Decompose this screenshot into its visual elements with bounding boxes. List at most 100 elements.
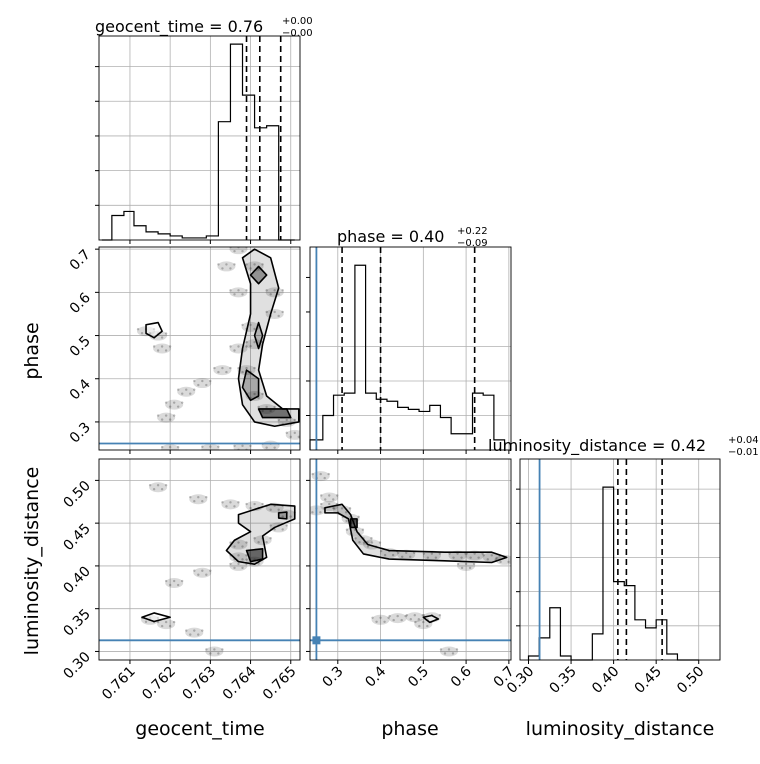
xtick-geocent-time-label-0: 0.761 (99, 664, 139, 704)
density-ld-vs-phase-dot-6-4 (378, 541, 382, 544)
density-ld-vs-geocent-dot-11-4 (180, 579, 184, 583)
density-ld-vs-phase-dot-1-0 (320, 502, 323, 506)
density-ld-vs-phase-dot-10-0 (448, 552, 451, 555)
density-ld-vs-phase-dot-6-2 (370, 541, 374, 544)
density-phase-vs-geocent-dot-18-3 (297, 435, 300, 439)
title-phase: phase = 0.40 +0.22 −0.09 (337, 226, 488, 249)
density-ld-vs-geocent-dot-4-1 (269, 508, 272, 511)
density-phase-vs-geocent-dot-11-3 (277, 293, 280, 296)
density-phase-vs-geocent-dot-7-1 (233, 293, 236, 296)
density-ld-vs-phase-dot-15-1 (392, 618, 395, 622)
density-ld-vs-geocent-dot-16-2 (193, 629, 196, 632)
density-phase-vs-geocent-dot-16-4 (273, 405, 276, 409)
density-ld-vs-geocent-dot-11-1 (168, 583, 172, 587)
density-ld-vs-phase-dot-11-3 (477, 556, 480, 559)
density-ld-vs-phase-blob-12 (482, 552, 501, 563)
density-ld-vs-phase-dot-13-4 (511, 557, 513, 559)
contour-phase-bottom (257, 408, 292, 419)
density-ld-vs-geocent-blob-15 (157, 619, 176, 630)
density-ld-vs-phase-dot-15-4 (404, 614, 407, 618)
svg-text:phase = 0.40: phase = 0.40 (337, 227, 444, 246)
density-phase-vs-geocent-dot-2-2 (185, 388, 188, 391)
contour-ld-geo-core (245, 548, 264, 563)
density-ld-vs-phase-dot-16-4 (421, 614, 424, 617)
density-ld-vs-phase-dot-13-1 (499, 560, 502, 564)
density-ld-vs-geocent-dot-2-1 (225, 505, 228, 508)
density-ld-vs-phase-dot-7-1 (383, 553, 387, 557)
density-ld-vs-geocent-dot-16-0 (185, 629, 188, 632)
xtick-ld-label-4: 0.50 (674, 664, 707, 697)
density-ld-vs-geocent-dot-3-1 (249, 506, 252, 510)
density-ld-vs-phase-dot-21-3 (451, 652, 455, 655)
hist-luminosity-distance-frame (519, 458, 721, 661)
density-phase-vs-geocent-dot-2-4 (193, 388, 196, 391)
density-ld-vs-phase-dot-19-2 (328, 494, 331, 497)
density-phase-vs-geocent-dot-21-2 (209, 445, 212, 448)
density-phase-vs-geocent-dot-4-2 (221, 366, 224, 370)
density-ld-vs-phase-dot-7-0 (379, 549, 383, 553)
density-ld-vs-phase-dot-18-0 (311, 472, 314, 476)
density-phase-vs-geocent-dot-6-0 (241, 323, 244, 327)
density-phase-vs-geocent-dot-18-2 (293, 431, 296, 435)
density-phase-vs-geocent-dot-3-2 (201, 379, 204, 383)
density-phase-vs-geocent-blob-1 (165, 399, 184, 410)
density-ld-vs-phase-dot-11-4 (481, 552, 484, 555)
density-ld-vs-geocent-dot-0-2 (156, 484, 160, 487)
density-phase-vs-geocent-dot-5-2 (237, 345, 240, 348)
density-ld-vs-geocent-dot-0-3 (160, 488, 164, 491)
density-phase-vs-geocent-dot-3-1 (197, 383, 200, 387)
density-phase-vs-geocent-dot-8-4 (233, 263, 236, 266)
density-phase-vs-geocent-dot-17-0 (277, 418, 280, 422)
contour-phase-outer (237, 248, 300, 428)
density-ld-vs-phase-dot-14-4 (387, 616, 390, 619)
density-ld-vs-geocent-dot-7-3 (265, 541, 268, 544)
contour-phase-low (241, 369, 260, 402)
density-ld-vs-phase-dot-15-2 (396, 614, 399, 618)
density-ld-vs-phase-dot-0-3 (319, 511, 322, 514)
density-phase-vs-geocent-dot-5-0 (229, 345, 232, 348)
density-phase-vs-geocent-dot-15-4 (261, 392, 264, 396)
density-ld-vs-phase-dot-20-0 (414, 620, 417, 624)
density-phase-vs-geocent-dot-8-1 (221, 267, 224, 270)
density-ld-vs-phase-dot-11-2 (473, 552, 476, 555)
density-ld-vs-phase-dot-12-2 (490, 554, 493, 557)
density-ld-vs-geocent-dot-17-0 (205, 648, 208, 651)
contour-ld-geo-left (141, 612, 171, 623)
density-ld-vs-phase-dot-13-0 (495, 556, 498, 560)
density-phase-vs-geocent-blob-10 (245, 261, 264, 272)
density-ld-vs-phase-dot-16-0 (405, 614, 408, 617)
title-luminosity-distance: luminosity_distance = 0.42 +0.04 −0.01 (488, 435, 759, 458)
density-ld-vs-geocent-dot-14-1 (144, 620, 148, 623)
density-ld-vs-geocent-blob-6 (269, 522, 288, 533)
xlabel-geocent-time: geocent_time (135, 718, 264, 740)
density-ld-vs-phase-dot-14-0 (371, 616, 374, 619)
xlabel-luminosity-distance: luminosity_distance (526, 718, 715, 740)
ytick-ld-label-1: 0.35 (60, 606, 93, 639)
density-ld-vs-phase-dot-5-0 (354, 537, 357, 540)
density-phase-vs-geocent-dot-1-0 (164, 401, 168, 404)
density-ld-vs-geocent-dot-15-1 (160, 624, 164, 628)
hist-geocent-time-frame (98, 35, 301, 241)
ytick-phase-label-2: 0.5 (67, 333, 94, 360)
density-ld-vs-phase-dot-12-0 (482, 554, 485, 557)
density-ld-vs-geocent-dot-1-0 (189, 496, 192, 499)
density-ld-vs-phase-blob-0 (310, 505, 326, 516)
density-ld-vs-phase-dot-0-0 (307, 507, 309, 509)
xtick-geocent-time-label-4: 0.765 (260, 664, 300, 704)
ytick-phase-label-3: 0.6 (67, 290, 94, 317)
density-ld-vs-phase-dot-8-2 (405, 551, 408, 554)
density-phase-vs-geocent-dot-24-4 (164, 332, 168, 335)
density-phase-vs-geocent-dot-9-1 (233, 249, 236, 253)
density-phase-vs-geocent-dot-6-3 (253, 327, 256, 331)
density-ld-vs-geocent-dot-8-1 (233, 545, 236, 548)
density-phase-vs-geocent-dot-20-4 (249, 444, 252, 448)
density-ld-vs-phase-dot-8-3 (409, 555, 412, 558)
xlabel-phase: phase (381, 718, 438, 740)
xtick-ld-label-3: 0.45 (632, 664, 665, 697)
density-ld-vs-phase-dot-18-2 (319, 472, 322, 476)
density-phase-vs-geocent-dot-10-4 (261, 263, 264, 266)
density-ld-vs-phase-dot-21-2 (447, 648, 451, 651)
density-ld-vs-phase-blob-15 (388, 613, 407, 624)
density-ld-vs-geocent-dot-15-2 (164, 620, 168, 624)
density-ld-vs-phase-dot-14-3 (383, 620, 386, 623)
